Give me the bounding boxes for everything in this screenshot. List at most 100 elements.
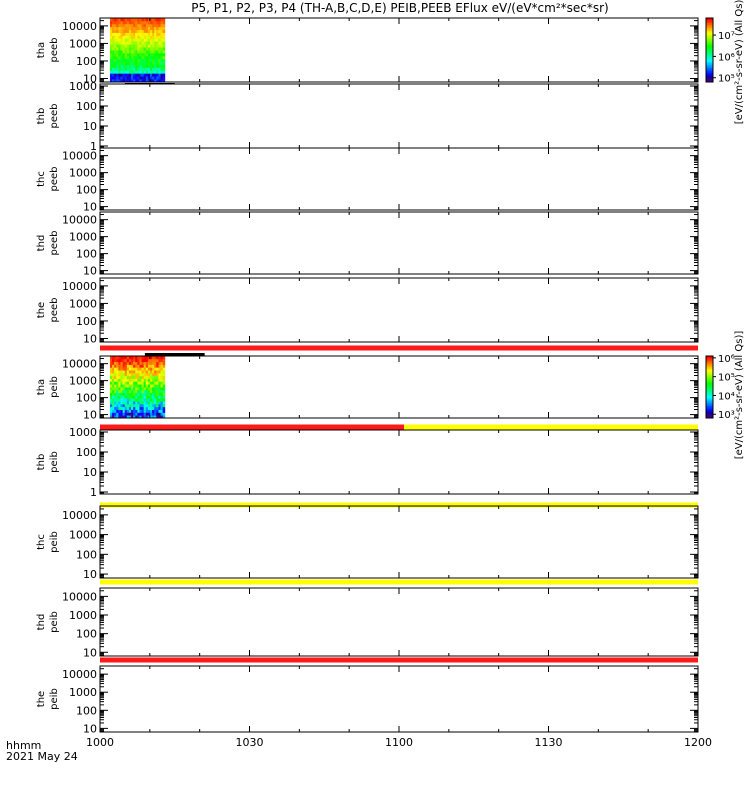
spectrogram-cell <box>116 70 119 74</box>
spectrogram-cell <box>126 67 130 71</box>
spectrogram-cell <box>137 70 140 74</box>
spectrogram-cell <box>143 398 147 402</box>
colorbar-cell <box>706 411 713 414</box>
spectrogram-cell <box>139 412 142 416</box>
spectrogram-cell <box>147 412 151 416</box>
spectrogram-cell <box>124 409 128 413</box>
y-tick-label: 100 <box>76 392 97 405</box>
spectrogram-cell <box>126 378 130 382</box>
spectrogram-cell <box>128 375 132 379</box>
spectrogram-cell <box>154 38 157 42</box>
spectrogram-cell <box>158 29 161 33</box>
colorbar-cell <box>706 32 713 35</box>
colorbar-frame <box>705 355 714 419</box>
spectrogram-cell <box>160 375 164 379</box>
spectrogram-cell <box>112 356 115 360</box>
spectrogram-cell <box>133 70 136 74</box>
spectrogram-cell <box>152 403 155 408</box>
spectrogram-cell <box>112 415 115 419</box>
spectrogram-cell <box>160 356 164 360</box>
spectrogram-cell <box>160 372 164 377</box>
spectrogram-cell <box>150 29 153 33</box>
spectrogram-cell <box>118 358 121 363</box>
spectrogram-cell <box>154 26 157 31</box>
spectrogram-cell <box>158 35 161 39</box>
spectrogram-cell <box>133 44 136 48</box>
y-tick-label: 1000 <box>69 426 97 439</box>
spectrogram-cell <box>112 64 115 68</box>
spectrogram-cell <box>124 364 128 368</box>
spectrogram-cell <box>120 392 124 396</box>
spectrogram-cell <box>160 367 164 371</box>
spectrogram-cell <box>160 409 164 413</box>
spectrogram-cell <box>116 398 119 402</box>
colorbar-cell <box>706 67 713 70</box>
spectrogram-cell <box>112 370 115 374</box>
spectrogram-cell <box>135 23 138 28</box>
spectrogram-cell <box>124 67 128 71</box>
spectrogram-cell <box>131 58 134 63</box>
spectrogram-cell <box>150 23 153 28</box>
spectrogram-cell <box>160 389 164 394</box>
spectrogram-cell <box>154 389 157 394</box>
spectrogram-cell <box>154 50 157 54</box>
spectrogram-cell <box>150 67 153 71</box>
spectrogram-cell <box>156 389 159 394</box>
spectrogram-cell <box>128 50 132 54</box>
spectrogram-cell <box>162 381 166 385</box>
spectrogram-cell <box>154 44 157 48</box>
spectrogram-cell <box>114 67 117 71</box>
spectrogram-cell <box>154 358 157 363</box>
spectrogram-cell <box>128 70 132 74</box>
spectrogram-cell <box>137 64 140 68</box>
spectrogram-cell <box>133 389 136 394</box>
spectrogram-cell <box>114 378 117 382</box>
colorbar-cell <box>706 365 713 368</box>
spectrogram-cell <box>145 372 149 377</box>
spectrogram-cell <box>137 395 140 399</box>
spectrogram-cell <box>141 367 145 371</box>
spectrogram-cell <box>120 381 124 385</box>
spectrogram-cell <box>147 415 151 419</box>
spectrogram-cell <box>116 403 119 408</box>
spectrogram-cell <box>152 35 155 39</box>
spectrogram-cell <box>150 415 153 419</box>
status-bar-yellow <box>403 424 698 430</box>
spectrogram-cell <box>145 79 149 83</box>
spectrogram-cell <box>158 61 161 65</box>
colorbar-cell <box>706 35 713 38</box>
spectrogram-cell <box>128 395 132 399</box>
spectrogram-cell <box>137 370 140 374</box>
spectrogram-cell <box>112 52 115 57</box>
spectrogram-cell <box>150 76 153 80</box>
spectrogram-cell <box>112 412 115 416</box>
spectrogram-cell <box>133 364 136 368</box>
spectrogram-cell <box>158 364 161 368</box>
spectrogram-cell <box>126 415 130 419</box>
spectrogram-cell <box>143 23 147 28</box>
spectrogram-cell <box>145 403 149 408</box>
spectrogram-cell <box>116 356 119 360</box>
spectrogram-cell <box>124 395 128 399</box>
spectrogram-cell <box>150 20 153 25</box>
spectrogram-cell <box>150 18 153 22</box>
spectrogram-cell <box>118 41 121 45</box>
spectrogram-cell <box>162 55 166 60</box>
spectrogram-cell <box>118 389 121 394</box>
colorbar-cell <box>706 374 713 377</box>
spectrogram-cell <box>109 18 113 22</box>
colorbar-cell <box>706 50 713 52</box>
spectrogram-cell <box>118 29 121 33</box>
spectrogram-cell <box>124 392 128 396</box>
spectrogram-cell <box>139 370 142 374</box>
spectrogram-cell <box>143 76 147 80</box>
spectrogram-cell <box>147 381 151 385</box>
spectrogram-cell <box>120 44 124 48</box>
spectrogram-cell <box>147 26 151 31</box>
colorbar-cell <box>706 385 713 388</box>
spectrogram-cell <box>145 356 149 360</box>
spectrogram-cell <box>118 47 121 51</box>
spectrogram-cell <box>152 409 155 413</box>
spectrogram-cell <box>147 67 151 71</box>
colorbar-cell <box>706 59 713 62</box>
